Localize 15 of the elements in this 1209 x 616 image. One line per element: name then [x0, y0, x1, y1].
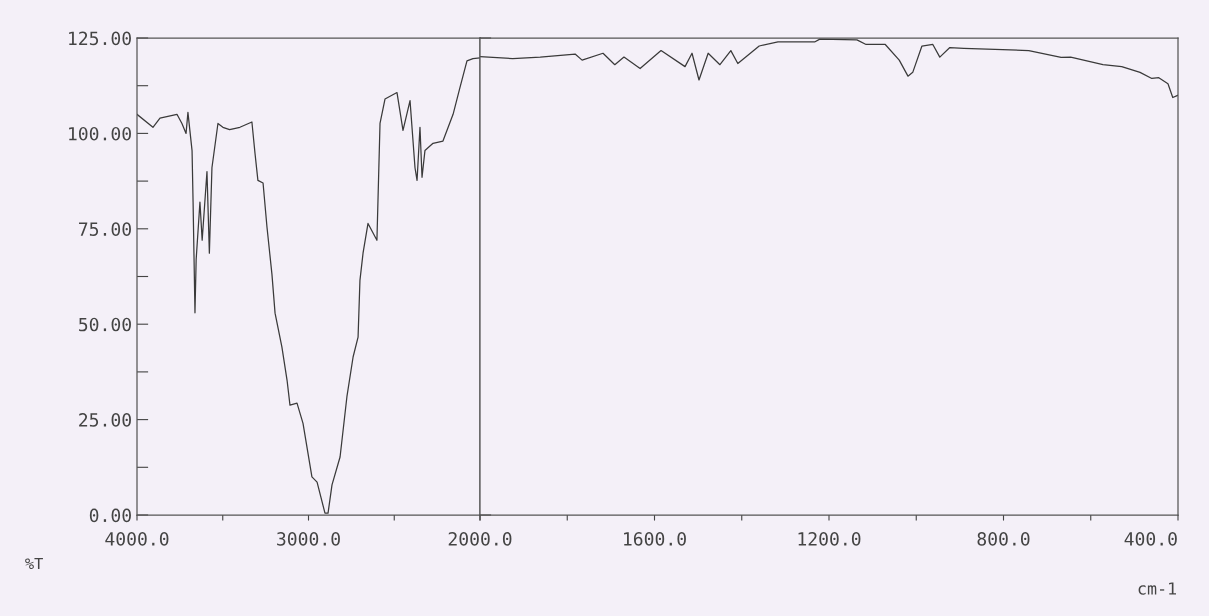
- x-tick-label: 2000.0: [448, 532, 512, 546]
- x-axis-title: cm-1: [1138, 582, 1176, 595]
- y-tick-label: 125.00: [69, 31, 131, 46]
- x-tick-label: 1600.0: [624, 532, 686, 546]
- y-tick-label: 100.00: [69, 126, 131, 141]
- x-tick-label: 400.0: [1124, 532, 1177, 546]
- y-tick-label: 75.00: [79, 222, 131, 236]
- y-tick-label: 0.00: [89, 508, 131, 523]
- y-tick-label: 50.00: [79, 317, 131, 332]
- x-tick-label: 800.0: [977, 532, 1030, 546]
- y-axis-title: %T: [25, 557, 43, 570]
- x-tick-label: 1200.0: [798, 532, 861, 546]
- x-tick-label: 3000.0: [277, 532, 340, 546]
- x-tick-label: 4000.0: [105, 532, 169, 546]
- y-tick-label: 25.00: [79, 413, 131, 427]
